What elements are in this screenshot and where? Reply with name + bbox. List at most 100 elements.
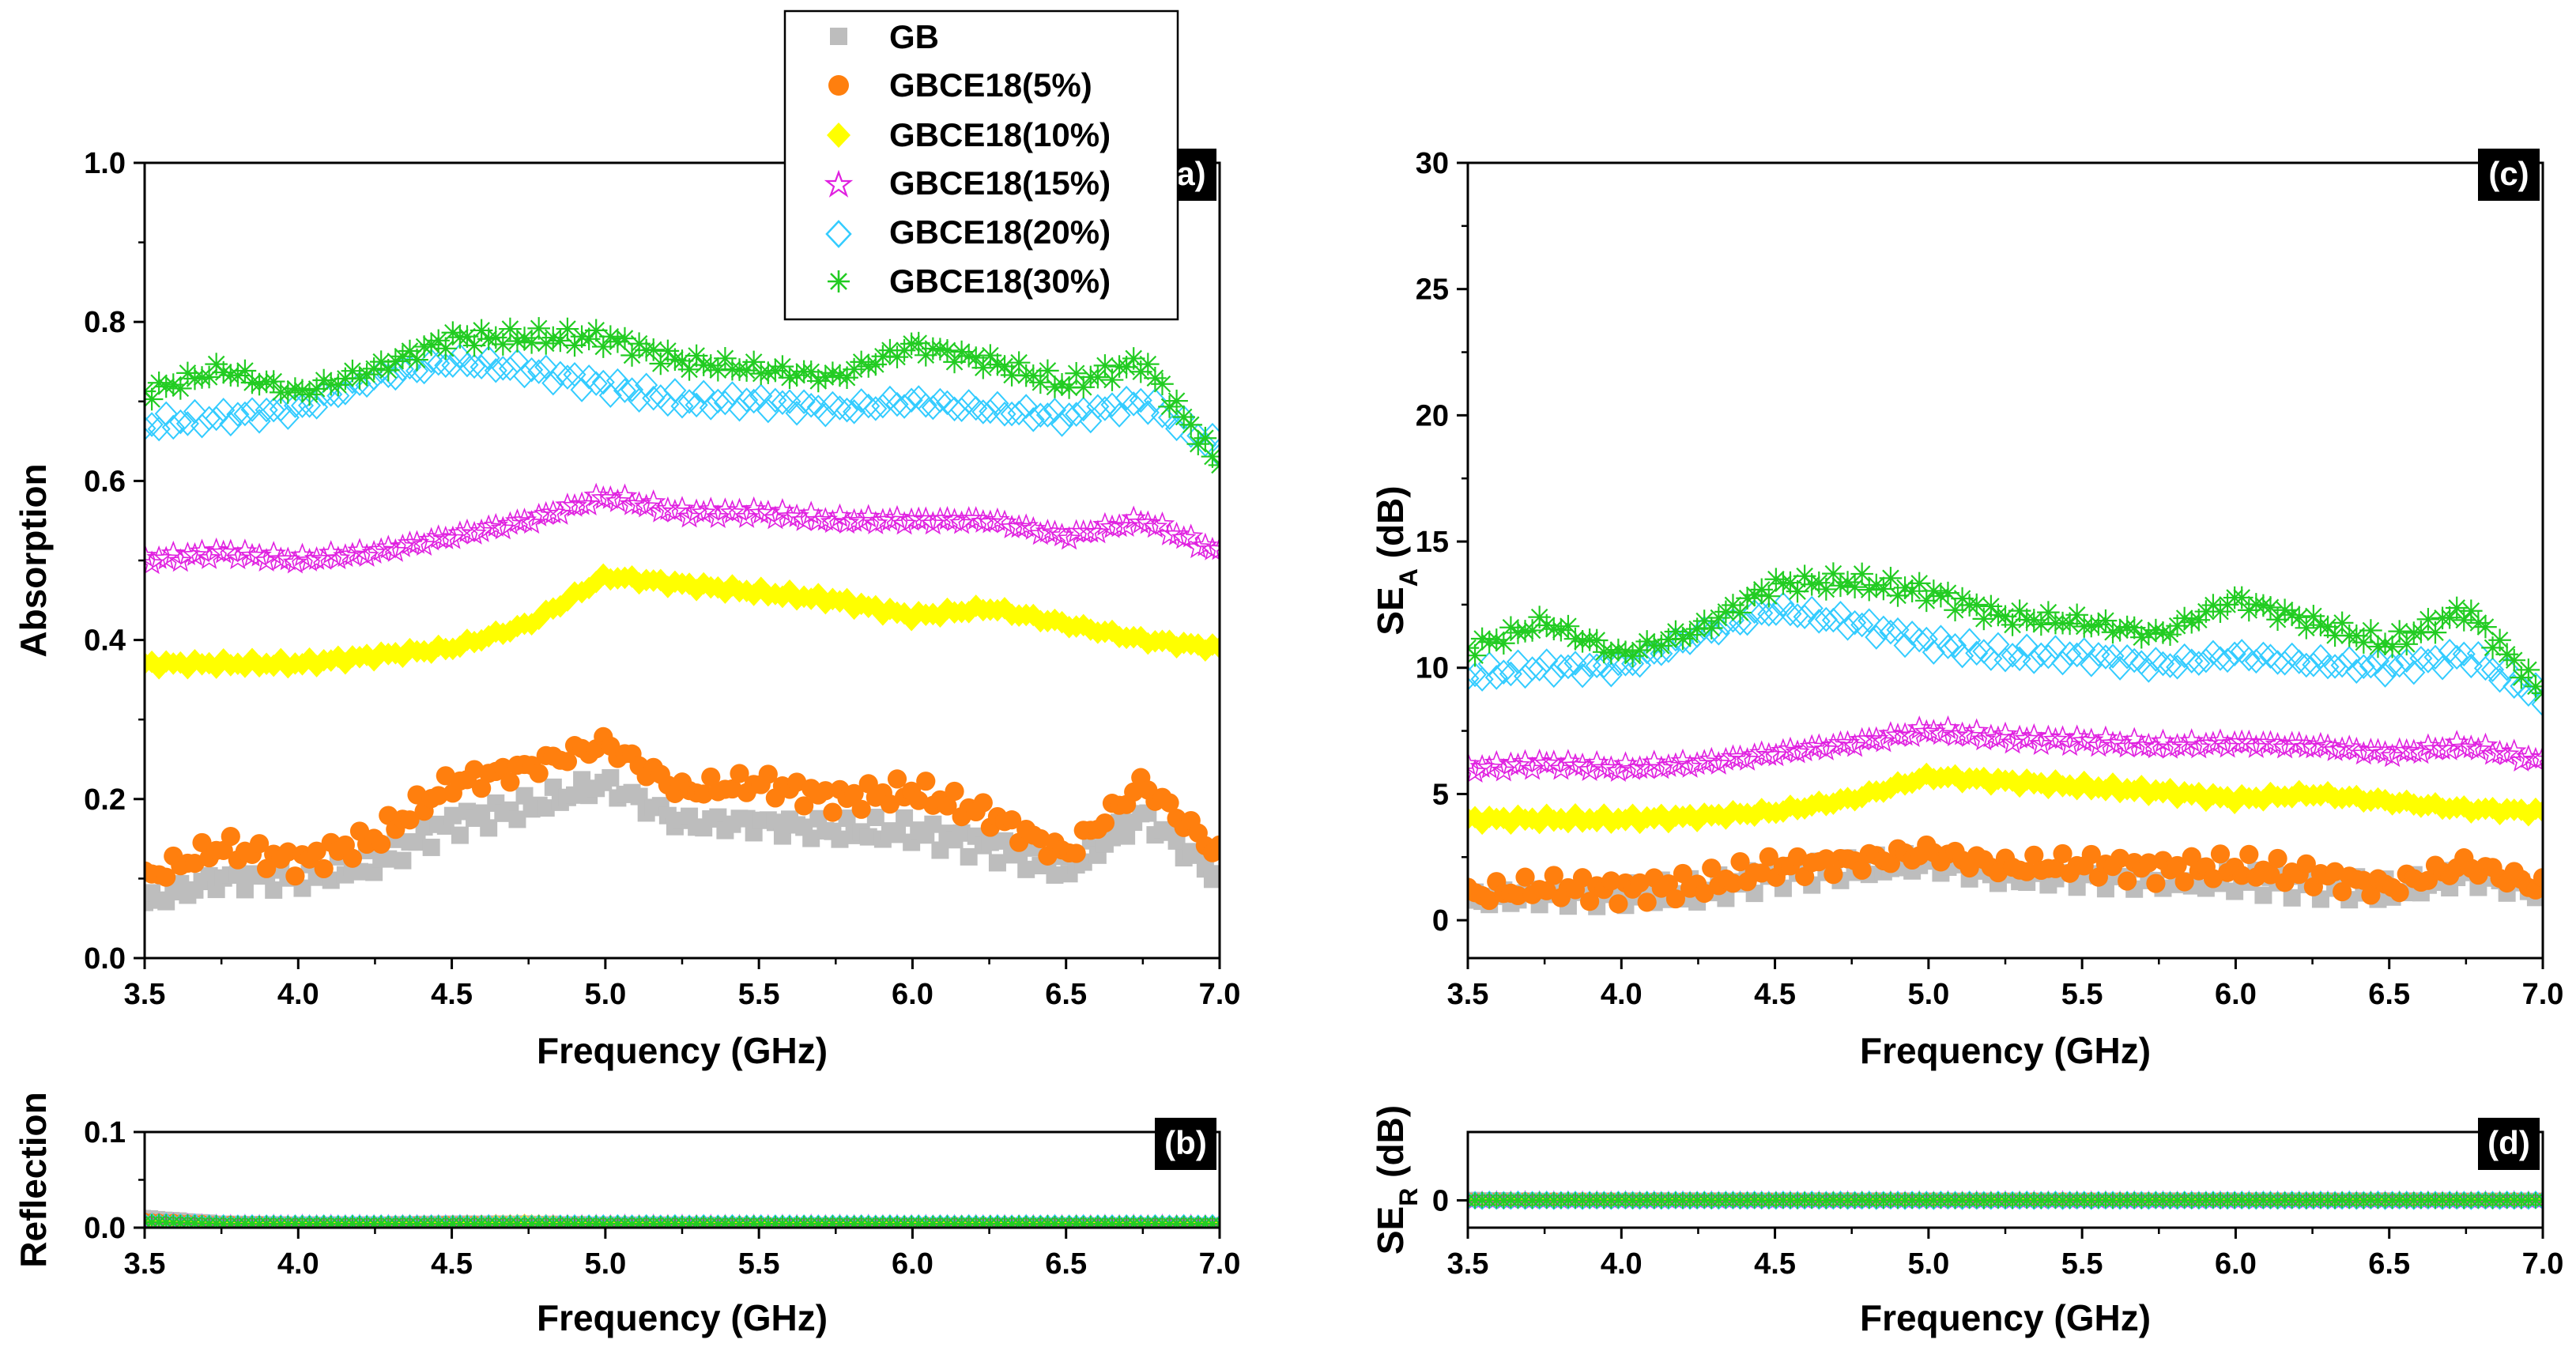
- series-marker: [777, 504, 802, 528]
- series-marker: [2344, 736, 2370, 760]
- series-marker: [213, 840, 233, 860]
- series-marker: [871, 393, 895, 419]
- series-marker: [1609, 894, 1628, 914]
- series-marker: [1556, 654, 1580, 680]
- series-marker: [484, 357, 507, 383]
- series-marker: [549, 594, 571, 618]
- series-marker: [2416, 608, 2440, 631]
- series-marker: [405, 348, 428, 372]
- series-marker: [277, 381, 300, 404]
- series-marker: [268, 546, 294, 571]
- series-marker: [210, 539, 236, 564]
- series-marker: [1006, 514, 1032, 538]
- series-marker: [2087, 642, 2110, 667]
- series-marker: [2296, 854, 2316, 874]
- panel-d: 3.5 4.0 4.5 5.0 5.5 6.0 6.5 7.0 0 Frequency (GHz)…: [1370, 1105, 2563, 1338]
- series-marker: [705, 504, 731, 529]
- series-marker: [1686, 809, 1708, 832]
- series-marker: [2093, 725, 2118, 749]
- series-marker: [1852, 860, 1872, 880]
- series-1: [145, 726, 1220, 887]
- series-marker: [1505, 752, 1531, 776]
- series-marker: [1092, 511, 1118, 536]
- open-diamond-icon: [825, 220, 852, 248]
- series-marker: [1093, 354, 1117, 377]
- series-marker: [1017, 860, 1035, 878]
- square-icon: [830, 28, 847, 45]
- series-marker: [154, 401, 178, 427]
- series-marker: [1663, 752, 1688, 776]
- series-marker: [971, 508, 996, 533]
- series-marker: [1529, 811, 1550, 835]
- series-marker: [1073, 613, 1094, 637]
- series-marker: [786, 772, 807, 792]
- series-marker: [1042, 519, 1068, 544]
- series-marker: [1965, 640, 1989, 666]
- series-marker: [2396, 789, 2417, 813]
- series-marker: [2474, 615, 2497, 639]
- x-tick-label: 5.5: [2061, 1247, 2103, 1281]
- series-marker: [470, 354, 493, 379]
- series-marker: [175, 411, 199, 436]
- series-marker: [620, 377, 644, 402]
- series-marker: [504, 508, 530, 533]
- series-marker: [2050, 650, 2075, 676]
- series-marker: [737, 809, 756, 828]
- series-marker: [157, 867, 176, 887]
- series-marker: [257, 858, 277, 878]
- series-marker: [662, 499, 688, 523]
- series-marker: [2430, 736, 2455, 760]
- x-tick-label: 4.0: [1601, 978, 1643, 1011]
- x-tick-label: 6.5: [1045, 1247, 1087, 1281]
- series-marker: [394, 851, 412, 870]
- series-marker: [1521, 656, 1544, 681]
- series-marker: [866, 809, 884, 827]
- series-marker: [1492, 659, 1515, 685]
- series-marker: [2473, 655, 2498, 681]
- x-tick-label: 4.5: [1754, 1247, 1796, 1281]
- series-marker: [714, 347, 737, 370]
- series-marker: [307, 841, 326, 861]
- series-marker: [2265, 650, 2290, 675]
- series-marker: [192, 832, 212, 853]
- series-marker: [221, 826, 240, 847]
- series-marker: [1513, 663, 1537, 689]
- series-marker: [1013, 513, 1039, 538]
- series-marker: [2502, 648, 2526, 672]
- series-marker: [276, 405, 300, 430]
- series-marker: [314, 858, 334, 879]
- series-marker: [1856, 726, 1882, 750]
- series-marker: [834, 510, 860, 534]
- series-marker: [2223, 641, 2246, 667]
- series-marker: [808, 583, 829, 606]
- panel-tag-d: (d): [2478, 1118, 2540, 1170]
- series-marker: [930, 605, 951, 628]
- series-marker: [1871, 728, 1896, 753]
- series-marker: [1730, 851, 1750, 872]
- series-marker: [900, 387, 923, 413]
- series-marker: [1535, 648, 1559, 674]
- series-marker: [2346, 784, 2367, 808]
- x-tick-label: 4.0: [1601, 1247, 1643, 1281]
- series-marker: [1122, 391, 1145, 417]
- series-marker: [1936, 634, 1960, 659]
- series-marker: [1578, 652, 1601, 678]
- series-marker: [1007, 400, 1031, 426]
- series-marker: [145, 893, 153, 911]
- series-marker: [1100, 368, 1124, 391]
- series-marker: [1893, 632, 1917, 658]
- series-marker: [2024, 845, 2044, 865]
- series-marker: [1585, 628, 1609, 652]
- x-tick-label: 3.5: [124, 1247, 166, 1281]
- series-marker: [2122, 647, 2146, 674]
- series-marker: [835, 397, 859, 423]
- series-1: [1468, 835, 2543, 914]
- circle-icon: [828, 75, 849, 96]
- series-marker: [2381, 653, 2404, 678]
- series-marker: [685, 579, 707, 602]
- series-marker: [2017, 862, 2037, 881]
- series-marker: [1179, 413, 1203, 436]
- x-tick-label: 5.0: [1907, 978, 1949, 1011]
- series-marker: [1572, 868, 1593, 888]
- series-marker: [694, 784, 714, 804]
